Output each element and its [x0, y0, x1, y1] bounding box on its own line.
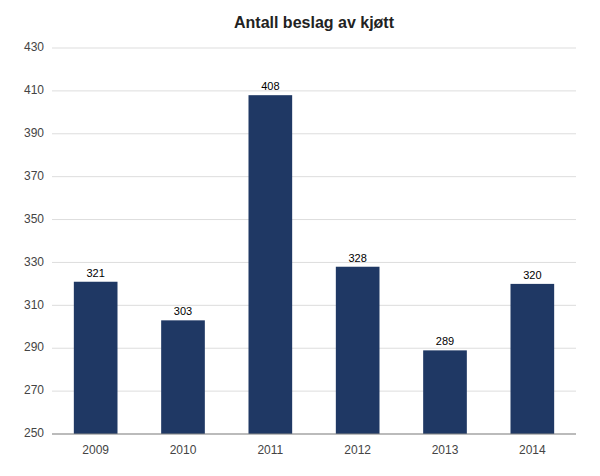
grid-line — [52, 434, 576, 435]
bar — [336, 267, 380, 434]
bar — [249, 95, 293, 434]
chart-svg: Antall beslag av kjøtt 250 270 290 310 330 350… — [0, 0, 600, 476]
grid-line — [52, 391, 576, 392]
y-tick-label: 370 — [24, 169, 44, 183]
y-tick-label: 430 — [24, 40, 44, 54]
y-tick-label: 270 — [24, 383, 44, 397]
data-label: 328 — [348, 252, 366, 264]
grid-line — [52, 176, 576, 177]
grid-line — [52, 348, 576, 349]
bar — [511, 284, 555, 434]
x-tick-label: 2013 — [432, 443, 459, 457]
bar — [74, 282, 118, 434]
y-tick-label: 310 — [24, 298, 44, 312]
x-tick-label: 2010 — [170, 443, 197, 457]
data-label: 321 — [86, 267, 104, 279]
data-label: 320 — [523, 269, 541, 281]
grid-line — [52, 133, 576, 134]
data-label: 408 — [261, 80, 279, 92]
data-label: 289 — [436, 335, 454, 347]
y-tick-label: 350 — [24, 212, 44, 226]
grid-line — [52, 305, 576, 306]
chart-container: Antall beslag av kjøtt 250 270 290 310 330 350… — [0, 0, 600, 476]
y-tick-label: 290 — [24, 340, 44, 354]
y-tick-label: 410 — [24, 83, 44, 97]
grid — [52, 48, 576, 434]
bar — [161, 320, 205, 434]
grid-line — [52, 219, 576, 220]
bar — [423, 350, 467, 434]
chart-title: Antall beslag av kjøtt — [234, 14, 395, 31]
y-tick-label: 250 — [24, 426, 44, 440]
grid-line — [52, 90, 576, 91]
x-tick-label: 2009 — [82, 443, 109, 457]
x-tick-label: 2011 — [257, 443, 283, 457]
bars — [74, 95, 554, 434]
y-tick-label: 330 — [24, 255, 44, 269]
grid-line — [52, 48, 576, 49]
x-tick-label: 2012 — [344, 443, 371, 457]
x-axis-line — [52, 434, 576, 435]
y-tick-label: 390 — [24, 126, 44, 140]
grid-line — [52, 262, 576, 263]
data-label: 303 — [174, 305, 192, 317]
x-tick-label: 2014 — [519, 443, 546, 457]
